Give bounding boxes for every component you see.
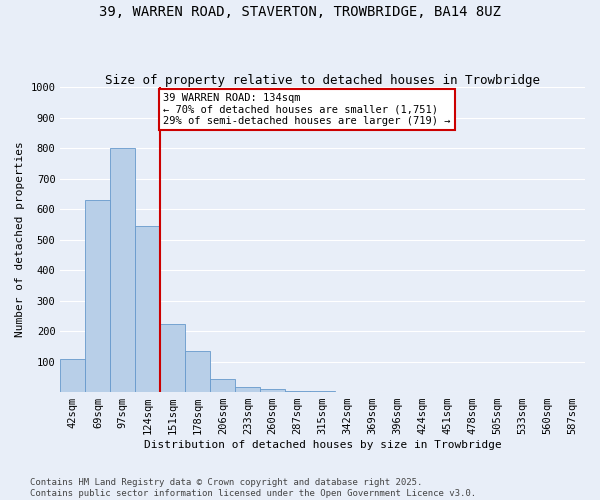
Bar — [160, 324, 185, 392]
Bar — [260, 389, 285, 392]
Text: 39, WARREN ROAD, STAVERTON, TROWBRIDGE, BA14 8UZ: 39, WARREN ROAD, STAVERTON, TROWBRIDGE, … — [99, 5, 501, 19]
Bar — [136, 226, 160, 392]
Y-axis label: Number of detached properties: Number of detached properties — [15, 142, 25, 338]
Bar — [185, 351, 210, 392]
Bar — [235, 387, 260, 392]
Bar — [210, 379, 235, 392]
Bar — [310, 391, 335, 392]
Bar — [85, 200, 110, 392]
X-axis label: Distribution of detached houses by size in Trowbridge: Distribution of detached houses by size … — [144, 440, 502, 450]
Text: 39 WARREN ROAD: 134sqm
← 70% of detached houses are smaller (1,751)
29% of semi-: 39 WARREN ROAD: 134sqm ← 70% of detached… — [163, 93, 451, 126]
Title: Size of property relative to detached houses in Trowbridge: Size of property relative to detached ho… — [105, 74, 540, 87]
Bar — [61, 359, 85, 392]
Text: Contains HM Land Registry data © Crown copyright and database right 2025.
Contai: Contains HM Land Registry data © Crown c… — [30, 478, 476, 498]
Bar — [285, 390, 310, 392]
Bar — [110, 148, 136, 392]
